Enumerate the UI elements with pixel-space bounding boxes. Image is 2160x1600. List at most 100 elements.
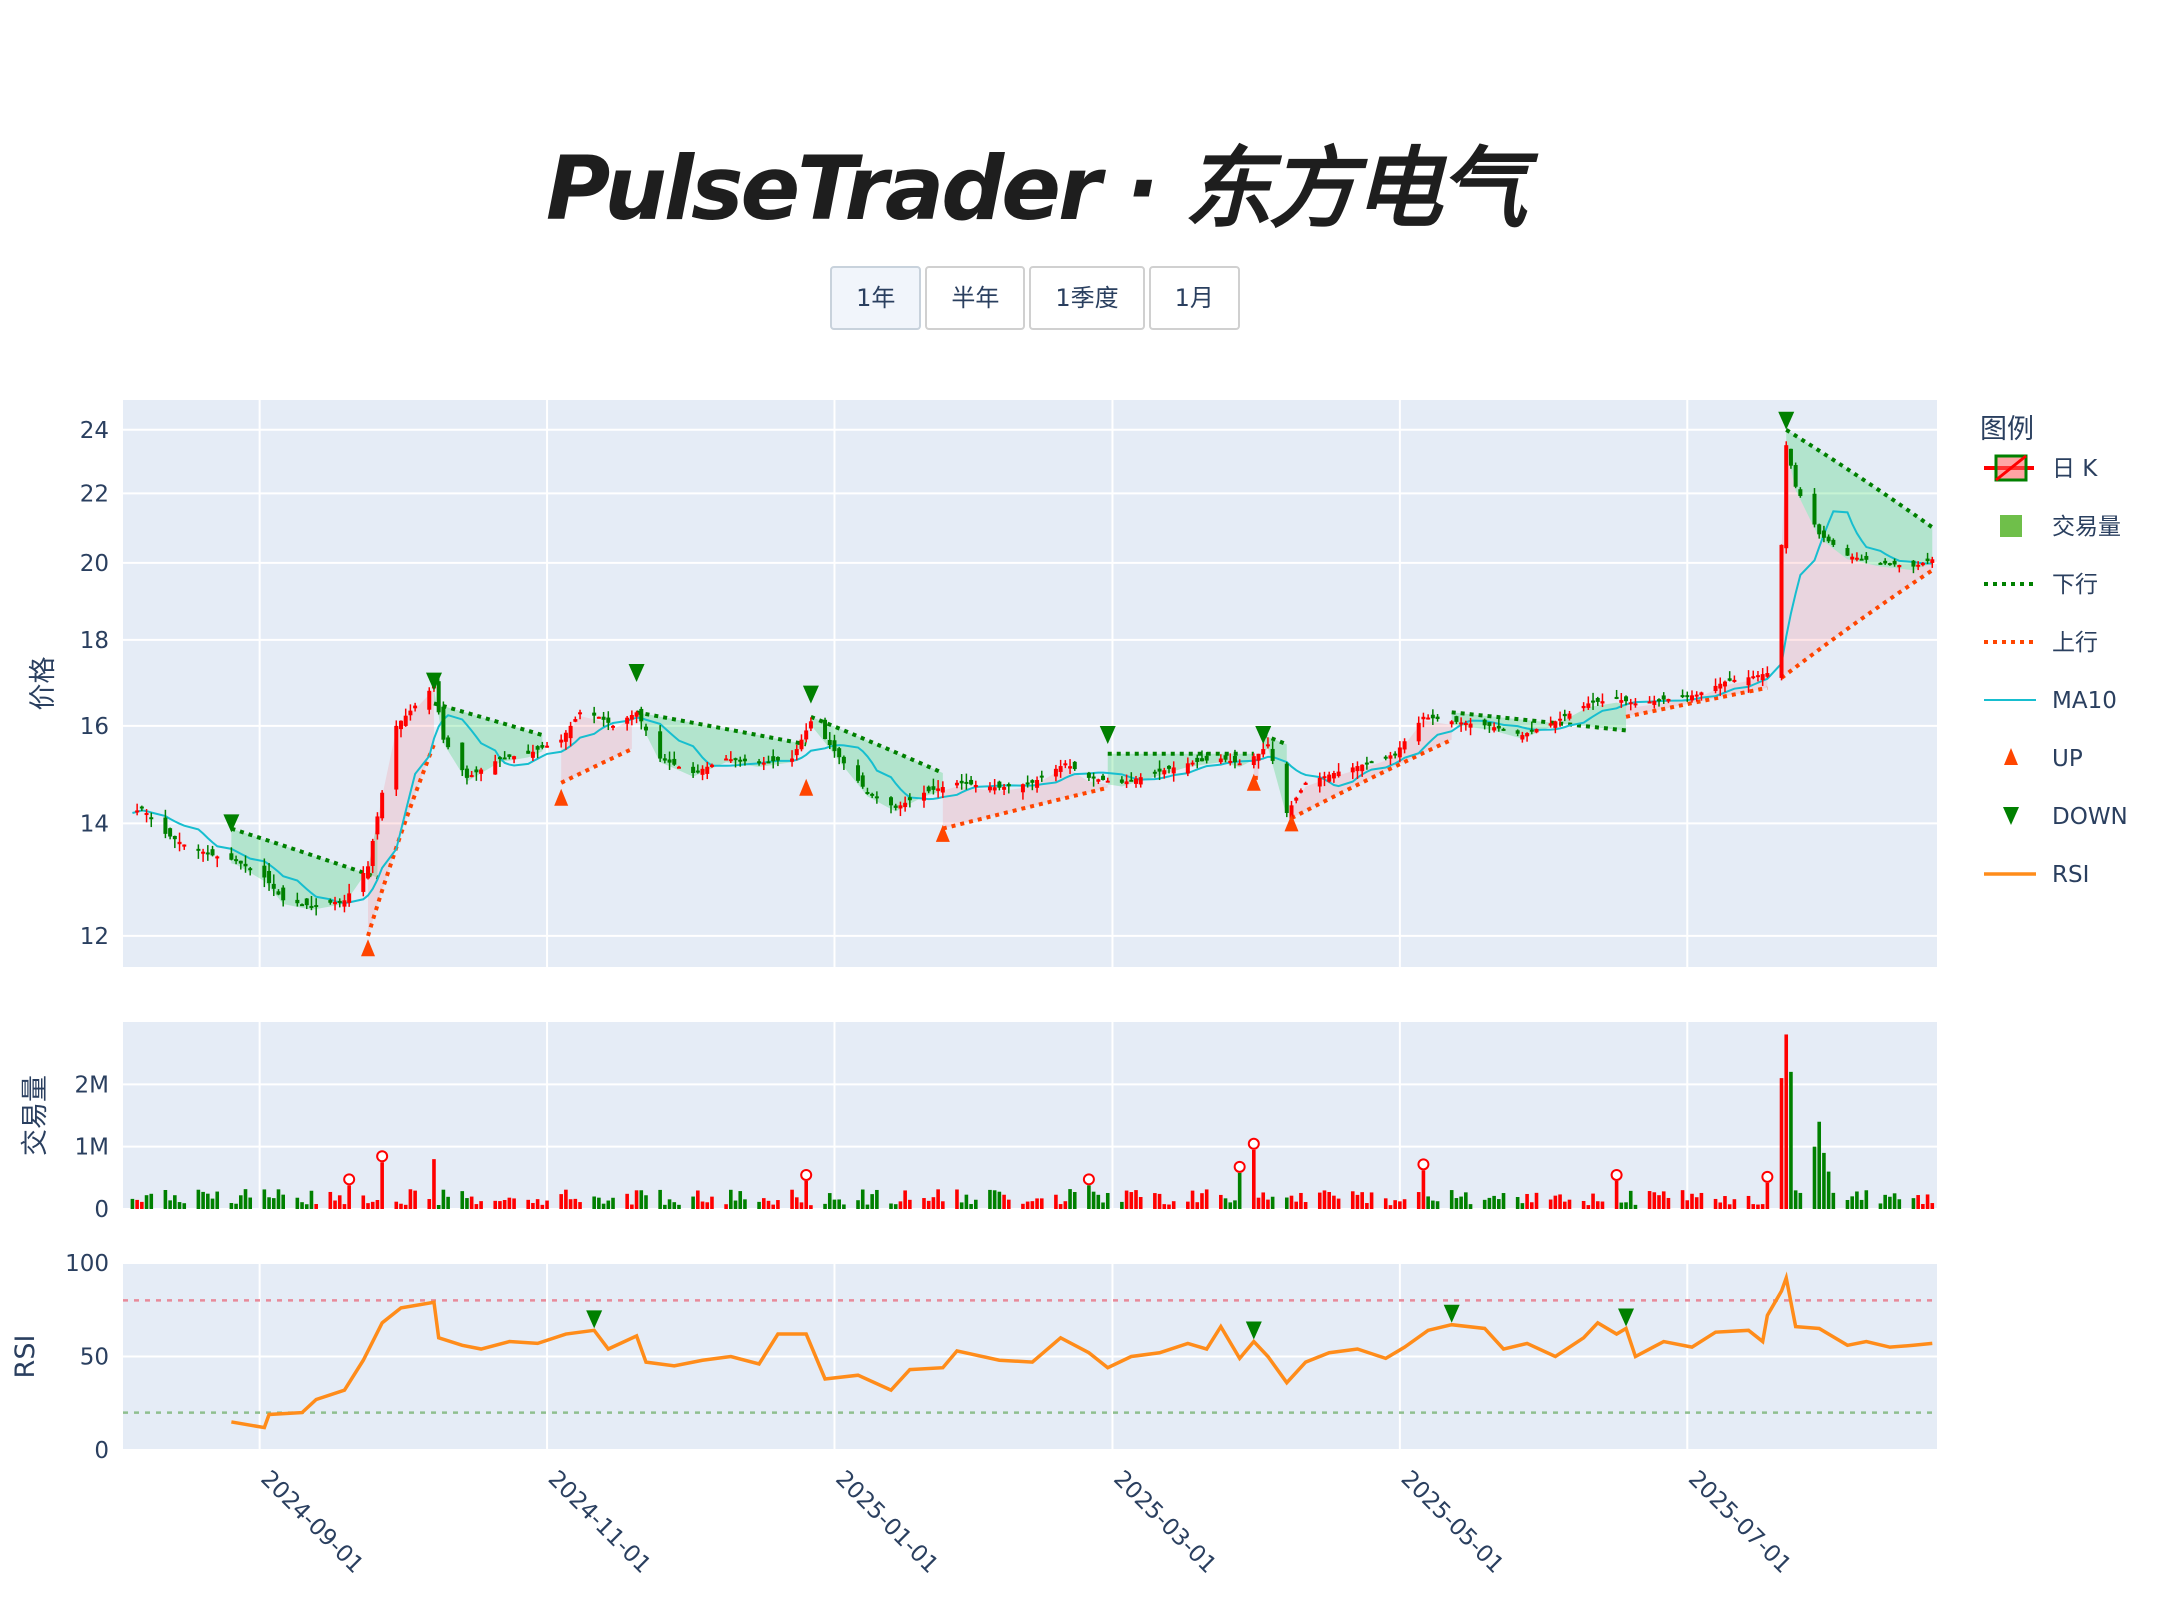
volume-bar [1416, 1192, 1421, 1209]
candle-body [196, 848, 201, 851]
legend-item-6[interactable]: DOWN [2003, 804, 2128, 830]
volume-bar [399, 1203, 403, 1209]
rsi-tick-label: 0 [94, 1438, 109, 1464]
volume-bar [1431, 1200, 1435, 1209]
candle-body [1718, 683, 1723, 689]
up-signal-marker [361, 939, 376, 957]
candle-body [1529, 729, 1534, 732]
volume-bar [1916, 1195, 1920, 1209]
volume-bar [1383, 1198, 1388, 1209]
candle-body [234, 859, 239, 862]
volume-bar [969, 1204, 973, 1209]
volume-bar [526, 1199, 531, 1209]
range-button-2[interactable]: 1季度 [1029, 266, 1145, 330]
candle-body [1619, 700, 1624, 703]
candle-body [1784, 445, 1789, 549]
up-signal-marker [935, 824, 950, 842]
candle-body [837, 748, 842, 758]
candle-body [794, 749, 799, 756]
volume-bar [1817, 1121, 1822, 1209]
down-signal-marker [1255, 726, 1272, 745]
candle-body [860, 775, 865, 787]
volume-bar [997, 1191, 1002, 1209]
volume-bar [1153, 1193, 1157, 1209]
volume-bar [1624, 1202, 1628, 1209]
candle-body [742, 758, 747, 762]
candle-body [460, 742, 465, 771]
candle-body [1487, 722, 1492, 726]
volume-bar [823, 1203, 827, 1209]
volume-bar [243, 1189, 248, 1209]
candle-body [1661, 695, 1666, 700]
volume-bar [832, 1199, 837, 1209]
volume-bar [573, 1198, 578, 1209]
legend-item-5[interactable]: UP [2004, 746, 2083, 772]
candle-body [724, 758, 729, 761]
candle-body [563, 732, 568, 742]
candle-body [1765, 673, 1770, 677]
volume-bar [1562, 1201, 1567, 1209]
candle-body [766, 761, 771, 764]
volume-marker [1247, 1137, 1260, 1150]
candle-body [1101, 775, 1106, 780]
price-tick-label: 24 [80, 418, 109, 444]
volume-bar [1756, 1204, 1760, 1209]
candle-body [1633, 703, 1638, 706]
candle-body [413, 705, 418, 709]
range-button-1[interactable]: 半年 [925, 266, 1026, 330]
volume-bar [1548, 1199, 1553, 1209]
volume-bar [1558, 1194, 1562, 1209]
candle-body [1232, 755, 1237, 763]
candle-body [625, 717, 630, 724]
candle-body [973, 784, 978, 788]
candle-body [1397, 747, 1402, 758]
candle-body [1006, 784, 1011, 787]
volume-bar [1883, 1194, 1887, 1209]
candle-body [1360, 764, 1365, 772]
volume-bar [1878, 1203, 1883, 1209]
candle-body [1558, 718, 1563, 721]
candle-body [1525, 733, 1530, 737]
candle-body [267, 870, 272, 884]
volume-bar [1327, 1192, 1331, 1209]
candle-body [1920, 562, 1925, 566]
candle-body [1595, 697, 1600, 702]
rsi-tick-label: 100 [65, 1251, 109, 1277]
volume-bar [1694, 1197, 1699, 1209]
legend-item-3[interactable]: 上行 [1984, 630, 2098, 656]
candle-body [1760, 674, 1765, 681]
candle-body [540, 745, 545, 748]
volume-bar [1784, 1034, 1789, 1209]
legend-label: RSI [2052, 862, 2089, 888]
candle-body [1218, 758, 1223, 763]
legend-item-7[interactable]: RSI [1984, 862, 2089, 888]
range-button-0[interactable]: 1年 [830, 266, 922, 330]
legend-item-1[interactable]: 交易量 [2000, 514, 2121, 540]
volume-bar [1284, 1197, 1289, 1209]
candle-body [1204, 755, 1209, 761]
candle-body [262, 865, 267, 878]
legend-item-2[interactable]: 下行 [1984, 572, 2098, 598]
candle-body [1562, 713, 1567, 717]
candle-body [1327, 774, 1332, 782]
candle-body [1421, 716, 1426, 720]
volume-bar [1129, 1192, 1134, 1209]
volume-bar [1468, 1204, 1473, 1209]
volume-bar [436, 1204, 441, 1209]
candle-body [1892, 560, 1897, 565]
candle-body [530, 751, 535, 758]
candle-body [1303, 782, 1308, 785]
volume-bar [974, 1199, 978, 1209]
candle-body [1713, 685, 1718, 692]
volume-bar [1025, 1201, 1030, 1209]
volume-bar [903, 1190, 907, 1209]
legend-item-4[interactable]: MA10 [1984, 688, 2117, 714]
range-button-3[interactable]: 1月 [1148, 266, 1240, 330]
volume-bar [1006, 1199, 1011, 1209]
volume-bar [936, 1189, 940, 1209]
candle-body [1223, 755, 1228, 760]
legend-item-0[interactable]: 日 K [1984, 454, 2098, 482]
volume-bar [1350, 1191, 1355, 1209]
